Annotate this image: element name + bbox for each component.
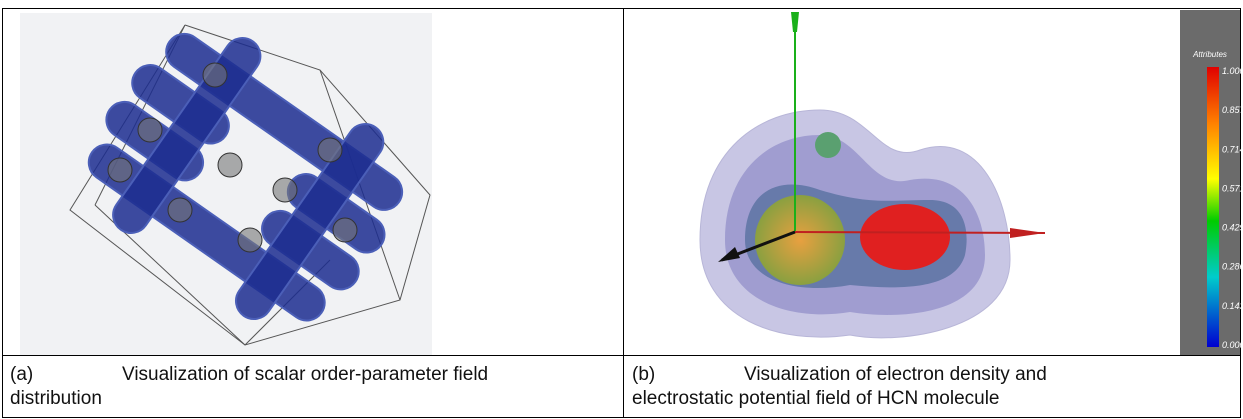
colorbar-tick-label: 1.000 [1222,66,1243,76]
caption-line: distribution [10,387,488,411]
caption-label: (b) [632,363,744,387]
colorbar-tick-label: 0.286 [1222,262,1243,272]
caption-text: Visualization of electron density and [744,364,1047,385]
caption-line: electrostatic potential field of HCN mol… [632,387,1047,411]
caption-line: (a)Visualization of scalar order-paramet… [10,363,488,387]
colorbar-tick-label: 0.143 [1222,301,1243,311]
caption-line: (b)Visualization of electron density and [632,363,1047,387]
caption-text: Visualization of scalar order-parameter … [122,364,488,385]
colorbar [1207,67,1219,347]
page: Attributes 1.000 0.857 0.714 0.571 0.429 0.28… [0,0,1243,419]
colorbar-tick-label: 0.714 [1222,144,1243,154]
caption: (a)Visualization of scalar order-paramet… [10,363,488,411]
colorbar-tick-label: 0.429 [1222,223,1243,233]
colorbar-tick-label: 0.857 [1222,105,1243,115]
colorbar-title: Attributes [1192,50,1227,59]
caption: (b)Visualization of electron density and… [632,363,1047,411]
hcn-image: Attributes 1.000 0.857 0.714 0.571 0.429 0.28… [700,10,1243,355]
figures: Attributes 1.000 0.857 0.714 0.571 0.429 0.28… [0,0,1243,356]
colorbar-tick-label: 0.571 [1222,183,1243,193]
order-parameter-image [20,0,435,356]
caption-label: (a) [10,363,122,387]
colorbar-tick-label: 0.000 [1222,340,1243,350]
